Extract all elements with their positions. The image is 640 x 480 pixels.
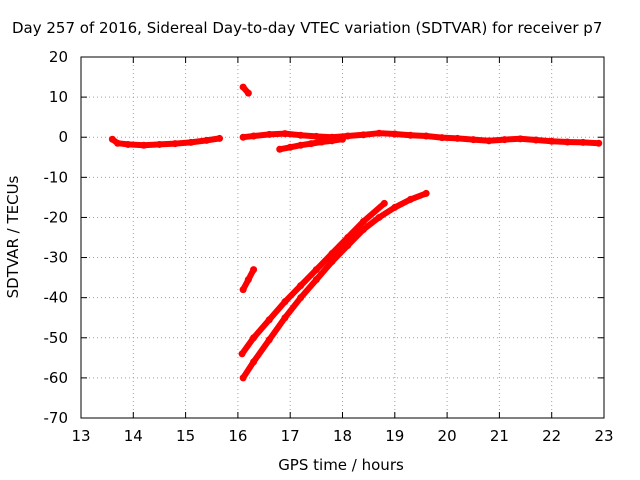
- series-1-point: [155, 140, 163, 148]
- y-tick-label: 20: [49, 48, 68, 66]
- series-2-point: [563, 138, 571, 146]
- plot-frame: [80, 56, 605, 419]
- x-axis-label: GPS time / hours: [278, 456, 404, 474]
- series-7-point: [281, 314, 289, 322]
- series-1-point: [171, 140, 179, 148]
- series-6-point: [297, 282, 305, 290]
- series-1-point: [216, 134, 224, 142]
- series-2-point: [516, 135, 524, 143]
- series-6-point: [281, 298, 289, 306]
- x-tick-label: 13: [71, 427, 90, 445]
- series-6-line: [239, 200, 388, 357]
- series-7-point: [359, 225, 367, 233]
- y-tick-label: 0: [58, 128, 68, 146]
- series-7-point: [312, 276, 320, 284]
- y-tick-label: -20: [44, 208, 69, 226]
- y-tick-label: -70: [44, 409, 69, 427]
- series-3-point: [297, 141, 305, 149]
- grid: [81, 57, 604, 418]
- y-tick-label: -40: [44, 289, 69, 307]
- series-7-point: [375, 213, 383, 221]
- series-3-point: [276, 145, 284, 153]
- series-7-line: [240, 190, 430, 381]
- series-3-point: [339, 135, 346, 143]
- series-3-point: [328, 137, 336, 145]
- series-2-point: [422, 132, 430, 140]
- x-tick-label: 17: [281, 427, 300, 445]
- series-1-point: [187, 138, 195, 146]
- series-6-point: [250, 334, 258, 342]
- series-2-point: [579, 138, 587, 146]
- series-6-point: [312, 266, 320, 274]
- series-3-point: [318, 138, 326, 146]
- series-2-point: [265, 130, 273, 138]
- axes: 13 14 15 16 17 18 19 20 21 22 23 -70 -60 -50 -40 -30 -20…: [44, 48, 614, 445]
- series-2-point: [239, 133, 247, 141]
- data-series: [108, 83, 603, 382]
- series-7-point: [239, 374, 247, 382]
- y-tick-label: -50: [44, 329, 69, 347]
- series-4-point: [239, 83, 247, 91]
- series-7-point: [391, 203, 399, 211]
- x-tick-label: 18: [333, 427, 352, 445]
- series-6-point: [359, 217, 367, 225]
- x-tick-label: 21: [490, 427, 509, 445]
- x-tick-label: 23: [594, 427, 613, 445]
- series-2-point: [297, 131, 305, 139]
- series-2-point: [548, 137, 556, 145]
- series-5-point: [244, 276, 252, 284]
- x-tick-label: 19: [385, 427, 404, 445]
- series-2-point: [344, 132, 352, 140]
- series-3-point: [286, 143, 294, 151]
- series-2-point: [281, 130, 289, 138]
- series-2-point: [454, 134, 462, 142]
- series-4-point: [244, 89, 252, 97]
- series-7-point: [344, 242, 352, 250]
- x-tick-label: 14: [124, 427, 143, 445]
- series-2-point: [250, 132, 258, 140]
- x-tick-label: 15: [176, 427, 195, 445]
- x-tick-label: 20: [438, 427, 457, 445]
- y-tick-label: -30: [44, 249, 69, 267]
- series-1-point: [114, 139, 122, 147]
- series-7-point: [328, 258, 336, 266]
- series-7-point: [265, 336, 273, 344]
- series-6-point: [265, 316, 273, 324]
- series-6-point: [380, 199, 388, 207]
- series-2-line: [240, 130, 602, 147]
- series-2-point: [359, 131, 367, 139]
- y-tick-label: -10: [44, 168, 69, 186]
- y-axis-label: SDTVAR / TECUs: [4, 175, 22, 298]
- series-5-point: [250, 266, 258, 274]
- x-tick-label: 16: [228, 427, 247, 445]
- x-tick-label: 22: [542, 427, 561, 445]
- series-6-point: [328, 250, 336, 258]
- chart-title: Day 257 of 2016, Sidereal Day-to-day VTE…: [12, 19, 602, 37]
- series-2-point: [391, 130, 399, 138]
- series-2-point: [469, 136, 477, 144]
- series-2-point: [406, 131, 414, 139]
- series-1-point: [124, 140, 132, 148]
- series-5-point: [239, 286, 247, 294]
- series-2-point: [595, 139, 603, 147]
- series-1-point: [108, 135, 116, 143]
- series-7-point: [297, 294, 305, 302]
- series-1-point: [203, 136, 211, 144]
- series-3-point: [307, 140, 315, 148]
- y-tick-label: -60: [44, 369, 69, 387]
- series-7-point: [250, 358, 258, 366]
- series-6-point: [238, 350, 246, 358]
- series-2-point: [438, 134, 446, 142]
- series-7-point: [422, 189, 430, 197]
- series-2-point: [375, 129, 383, 137]
- series-1-point: [140, 141, 148, 149]
- series-2-point: [532, 136, 540, 144]
- series-2-point: [501, 136, 509, 144]
- series-2-point: [312, 132, 320, 140]
- series-7-point: [406, 195, 414, 203]
- series-6-point: [344, 234, 352, 241]
- y-tick-label: 10: [49, 88, 68, 106]
- series-2-point: [485, 137, 493, 145]
